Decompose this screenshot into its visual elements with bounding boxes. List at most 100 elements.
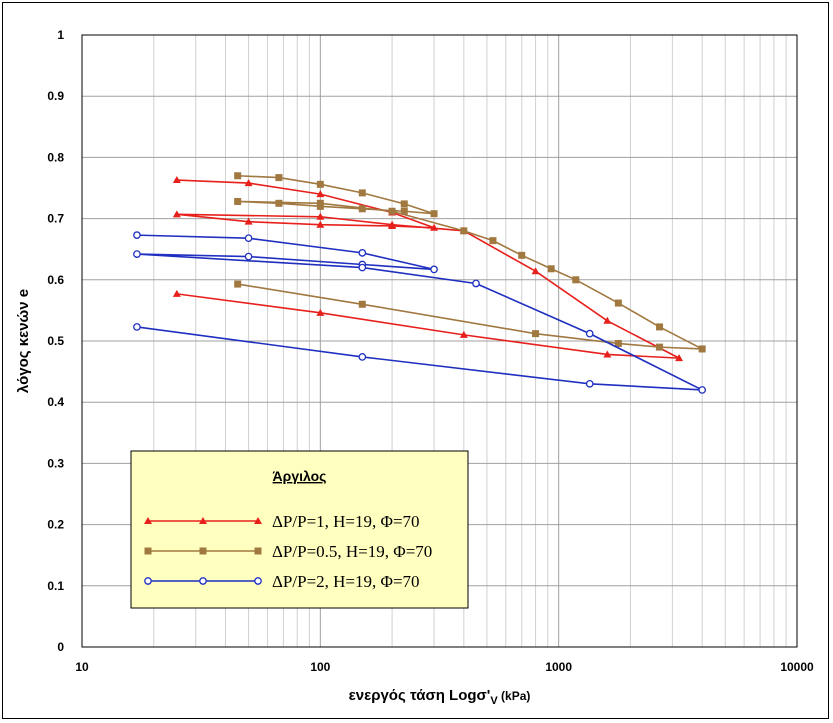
data-point-square: [489, 237, 497, 245]
series-group: [133, 172, 707, 394]
data-point-square: [656, 343, 664, 351]
data-point-square: [547, 265, 555, 273]
x-tick-label: 100: [310, 660, 330, 674]
data-point-square: [656, 323, 664, 331]
tick-labels: 0 0.1 0.2 0.3 0.4 0.5 0.6 0.7 0.8 0.9 1 10 100 1000 10…: [47, 28, 814, 674]
data-point-triangle: [199, 517, 207, 524]
y-tick-label: 0.9: [47, 89, 64, 103]
data-point-square: [275, 199, 283, 207]
data-point-circle: [585, 379, 594, 388]
y-tick-label: 0: [57, 640, 64, 654]
legend-item-1: ΔP/P=1, H=19, Φ=70: [144, 512, 420, 531]
data-point-circle: [144, 577, 152, 585]
x-axis-label-main: ενεργός τάση Logσ': [349, 687, 491, 704]
data-point-circle: [133, 323, 141, 331]
y-axis-label: λόγος κενών e: [15, 289, 32, 393]
data-point-circle: [358, 263, 367, 272]
data-point-square: [614, 299, 622, 307]
data-point-square: [316, 199, 324, 207]
data-point-square: [144, 547, 152, 555]
y-tick-label: 0.5: [47, 334, 64, 348]
data-point-triangle: [316, 212, 325, 220]
data-point-triangle: [316, 190, 325, 198]
y-tick-label: 0.1: [47, 579, 64, 593]
data-point-circle: [358, 249, 367, 257]
y-tick-label: 1: [57, 28, 64, 42]
series-line: [237, 174, 703, 350]
series-2: [234, 172, 706, 353]
legend: Άργιλος ΔP/P=1, H=19, Φ=70 ΔP/P=0.5, H=19…: [130, 450, 469, 609]
data-point-circle: [254, 577, 262, 585]
legend-label: ΔP/P=0.5, H=19, Φ=70: [272, 542, 432, 561]
data-point-square: [358, 300, 366, 308]
data-point-circle: [430, 265, 438, 274]
legend-label: ΔP/P=1, H=19, Φ=70: [272, 512, 420, 531]
y-tick-label: 0.3: [47, 456, 64, 470]
data-point-triangle: [675, 354, 684, 362]
x-tick-label: 10000: [780, 660, 814, 674]
x-tick-label: 1000: [545, 660, 572, 674]
data-point-circle: [133, 250, 141, 258]
data-point-square: [698, 345, 706, 353]
data-point-triangle: [172, 176, 181, 184]
data-point-square: [199, 547, 207, 555]
data-point-triangle: [603, 350, 612, 358]
y-tick-label: 0.2: [47, 518, 64, 532]
data-point-triangle: [144, 517, 152, 524]
y-tick-label: 0.8: [47, 150, 64, 164]
data-point-square: [400, 200, 408, 208]
data-point-square: [430, 210, 438, 218]
data-point-square: [234, 280, 242, 288]
data-point-triangle: [244, 179, 253, 187]
data-point-square: [234, 172, 242, 180]
legend-item-2: ΔP/P=0.5, H=19, Φ=70: [144, 542, 432, 561]
legend-label: ΔP/P=2, H=19, Φ=70: [272, 572, 420, 591]
y-tick-label: 0.7: [47, 212, 64, 226]
data-point-triangle: [388, 220, 397, 228]
data-point-triangle: [430, 223, 439, 231]
plot-area: [81, 34, 798, 648]
series-line: [136, 234, 703, 391]
data-point-triangle: [531, 267, 540, 275]
legend-items: ΔP/P=1, H=19, Φ=70 ΔP/P=0.5, H=19, Φ=70 ΔP…: [144, 512, 432, 591]
data-point-triangle: [172, 210, 181, 218]
x-axis-label-unit: (kPa): [498, 689, 531, 703]
data-point-triangle: [172, 289, 181, 297]
data-point-circle: [472, 279, 480, 288]
data-point-triangle: [459, 330, 468, 338]
data-point-square: [358, 205, 366, 213]
legend-item-3: ΔP/P=2, H=19, Φ=70: [144, 572, 420, 591]
x-axis-label: ενεργός τάση Logσ'V (kPa): [349, 687, 531, 707]
data-point-circle: [244, 252, 253, 261]
legend-box: [130, 450, 469, 609]
data-point-square: [572, 276, 580, 284]
data-point-square: [254, 547, 262, 555]
data-point-square: [358, 189, 366, 197]
data-point-square: [460, 227, 468, 235]
series-3: [133, 231, 707, 394]
data-point-triangle: [244, 217, 253, 225]
data-point-square: [532, 330, 540, 338]
x-axis-label-sub: V: [490, 695, 498, 707]
data-point-circle: [585, 329, 594, 338]
data-point-triangle: [603, 316, 612, 324]
data-point-circle: [199, 577, 207, 585]
data-point-square: [275, 174, 283, 182]
legend-title: Άργιλος: [273, 468, 327, 484]
data-point-square: [400, 207, 408, 215]
data-point-circle: [358, 353, 367, 361]
y-tick-label: 0.4: [47, 395, 64, 409]
data-point-square: [234, 197, 242, 205]
data-point-square: [518, 251, 526, 259]
data-point-triangle: [254, 517, 262, 524]
data-point-square: [388, 207, 396, 215]
y-tick-label: 0.6: [47, 273, 64, 287]
data-point-circle: [698, 386, 707, 394]
data-point-square: [614, 339, 622, 347]
x-tick-label: 10: [75, 660, 89, 674]
data-point-circle: [133, 231, 141, 239]
data-point-circle: [244, 234, 253, 243]
data-point-triangle: [316, 220, 325, 228]
data-point-square: [316, 180, 324, 188]
